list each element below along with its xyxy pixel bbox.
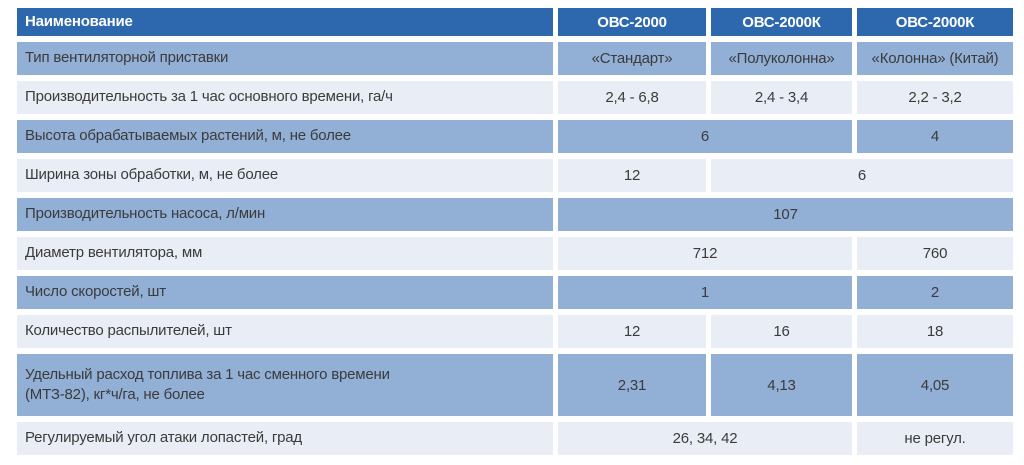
- value-cell-merged: 107: [558, 198, 1013, 231]
- row-label: Тип вентиляторной приставки: [17, 42, 553, 75]
- value-cell: 12: [558, 159, 706, 192]
- row-label: Диаметр вентилятора, мм: [17, 237, 553, 270]
- value-cell: 2,4 - 6,8: [558, 81, 706, 114]
- table-row: Тип вентиляторной приставки «Стандарт» «…: [17, 42, 1013, 75]
- specs-table: Наименование ОВС-2000 ОВС-2000К ОВС-2000…: [17, 8, 1013, 455]
- value-cell-merged: 6: [711, 159, 1013, 192]
- table-row: Удельный расход топлива за 1 час сменног…: [17, 354, 1013, 416]
- value-cell: «Колонна» (Китай): [857, 42, 1013, 75]
- value-cell: 2: [857, 276, 1013, 309]
- column-header-model-2: ОВС-2000К: [711, 8, 852, 36]
- table-row: Регулируемый угол атаки лопастей, град 2…: [17, 422, 1013, 455]
- value-cell: «Полуколонна»: [711, 42, 852, 75]
- value-cell: 12: [558, 315, 706, 348]
- value-cell-merged: 1: [558, 276, 852, 309]
- row-label: Производительность насоса, л/мин: [17, 198, 553, 231]
- table-row: Производительность насоса, л/мин 107: [17, 198, 1013, 231]
- value-cell: 2,4 - 3,4: [711, 81, 852, 114]
- value-cell: «Стандарт»: [558, 42, 706, 75]
- table-row: Диаметр вентилятора, мм 712 760: [17, 237, 1013, 270]
- value-cell-merged: 712: [558, 237, 852, 270]
- table-row: Число скоростей, шт 1 2: [17, 276, 1013, 309]
- value-cell-merged: 26, 34, 42: [558, 422, 852, 455]
- value-cell-merged: 6: [558, 120, 852, 153]
- value-cell: не регул.: [857, 422, 1013, 455]
- table-row: Высота обрабатываемых растений, м, не бо…: [17, 120, 1013, 153]
- table-row: Количество распылителей, шт 12 16 18: [17, 315, 1013, 348]
- value-cell: 16: [711, 315, 852, 348]
- row-label: Производительность за 1 час основного вр…: [17, 81, 553, 114]
- column-header-name: Наименование: [17, 8, 553, 36]
- table-row: Производительность за 1 час основного вр…: [17, 81, 1013, 114]
- row-label: Высота обрабатываемых растений, м, не бо…: [17, 120, 553, 153]
- value-cell: 4: [857, 120, 1013, 153]
- row-label: Число скоростей, шт: [17, 276, 553, 309]
- value-cell: 2,2 - 3,2: [857, 81, 1013, 114]
- column-header-model-1: ОВС-2000: [558, 8, 706, 36]
- table-row: Ширина зоны обработки, м, не более 12 6: [17, 159, 1013, 192]
- value-cell: 4,05: [857, 354, 1013, 416]
- value-cell: 760: [857, 237, 1013, 270]
- column-header-model-3: ОВС-2000К: [857, 8, 1013, 36]
- row-label: Количество распылителей, шт: [17, 315, 553, 348]
- row-label: Ширина зоны обработки, м, не более: [17, 159, 553, 192]
- value-cell: 2,31: [558, 354, 706, 416]
- value-cell: 18: [857, 315, 1013, 348]
- table-header-row: Наименование ОВС-2000 ОВС-2000К ОВС-2000…: [17, 8, 1013, 36]
- row-label: Удельный расход топлива за 1 час сменног…: [17, 354, 553, 416]
- value-cell: 4,13: [711, 354, 852, 416]
- row-label: Регулируемый угол атаки лопастей, град: [17, 422, 553, 455]
